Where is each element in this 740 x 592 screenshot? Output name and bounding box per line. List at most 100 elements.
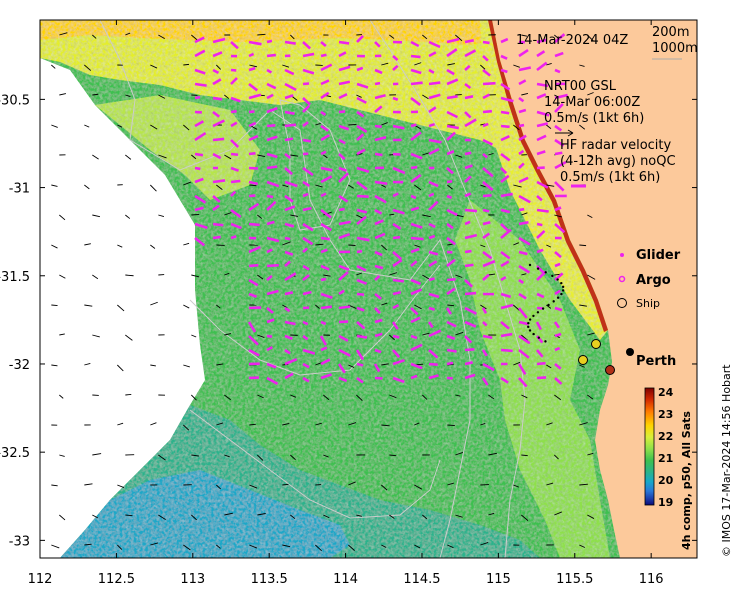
radar-arrow [518,377,528,388]
radar-arrow [536,93,547,100]
x-tick-label: 116 [639,572,664,587]
radar-arrow [302,334,309,341]
model-arrow [389,394,397,399]
radar-arrow [266,106,278,114]
model-arrow [414,304,422,310]
radar-arrow [356,66,364,72]
model-arrow [447,544,454,549]
radar-arrow [518,264,531,274]
sst-warm-north [40,20,525,160]
model-arrow [455,274,463,278]
radar-arrow [446,287,456,296]
model-arrow [422,274,430,280]
model-arrow [125,154,132,160]
radar-arrow [284,123,297,128]
model-arrow [92,93,99,96]
radar-arrow [302,121,309,128]
radar-arrow [212,204,220,212]
radar-arrow [500,82,511,91]
model-arrow [422,94,429,100]
radar-arrow [410,316,421,324]
radar-arrow [320,134,330,142]
radar-arrow [536,292,545,299]
radar-arrow [482,273,490,281]
radar-arrow [194,206,204,212]
glider-track-dot [536,267,540,270]
radar-arrow [410,131,422,142]
model-arrow [150,124,158,130]
radar-arrow [338,65,351,72]
radar-arrow [500,192,513,198]
model-arrow [150,364,156,367]
radar-arrow [428,260,438,268]
radar-arrow [481,349,488,357]
radar-arrow [410,236,424,241]
y-tick-label: -31.5 [0,270,30,285]
radar-arrow [482,68,491,77]
model-legend-line3: 0.5m/s (1kt 6h) [544,111,644,126]
model-arrow [125,32,131,36]
model-arrow [315,184,323,188]
radar-arrow [446,110,459,119]
radar-arrow [446,180,453,184]
model-arrow [59,394,64,399]
radar-arrow [518,123,525,128]
radar-arrow [248,110,255,114]
model-arrow [216,544,221,549]
model-arrow [117,124,123,128]
model-arrow [455,331,464,336]
model-arrow [579,422,588,426]
contour-label-1000m: 1000m [652,41,698,56]
radar-arrow [392,358,405,366]
x-tick-label: 113 [180,572,205,587]
radar-arrow [374,135,387,142]
model-arrow [257,513,266,516]
model-arrow [150,301,158,306]
radar-arrow [536,229,546,239]
radar-arrow [392,251,403,261]
radar-arrow [230,222,242,230]
radar-arrow [428,68,435,74]
radar-arrow [446,320,457,328]
radar-arrow [356,215,367,226]
radar-arrow [284,334,293,340]
model-arrow [216,64,222,70]
model-arrow [92,453,102,456]
model-arrow [59,32,68,36]
radar-arrow [536,376,547,380]
model-arrow [92,214,101,218]
radar-arrow [230,208,242,219]
model-arrow [414,244,421,248]
model-arrow [455,394,461,397]
model-arrow [249,184,257,187]
glider-track-dot [532,332,535,336]
radar-arrow [230,109,237,114]
radar-arrow [338,124,349,131]
radar-arrow [338,348,351,357]
y-tick-label: -32 [9,358,30,373]
perth-marker [626,348,634,356]
radar-arrow [464,291,477,296]
radar-arrow [518,149,525,156]
y-tick-label: -33 [9,534,30,549]
radar-arrow [428,362,438,367]
radar-arrow [518,66,532,72]
model-arrow [92,514,99,519]
x-tick-label: 112 [28,572,53,587]
radar-arrow [266,135,278,142]
radar-arrow [518,278,525,284]
x-tick-label: 114 [333,572,358,587]
model-arrow [158,94,166,99]
radar-arrow [500,152,511,162]
radar-arrow [554,262,561,268]
radar-arrow [320,358,331,366]
model-arrow [84,483,93,486]
radar-arrow [410,343,423,352]
model-arrow [257,274,264,280]
radar-arrow [356,166,370,173]
radar-arrow [482,93,491,100]
model-arrow [257,394,264,399]
model-arrow [51,484,58,487]
model-arrow [84,124,90,128]
radar-arrow [302,138,312,143]
